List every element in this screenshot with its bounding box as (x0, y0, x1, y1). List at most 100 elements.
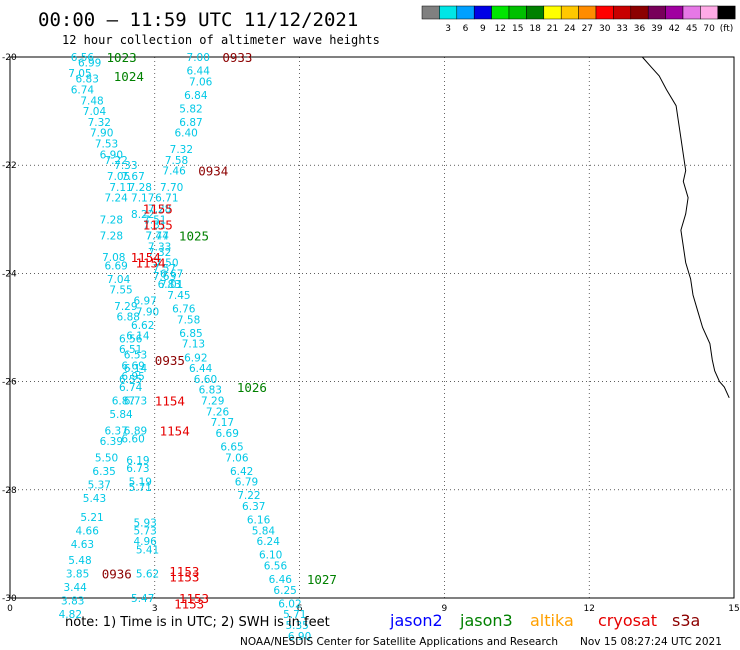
y-tick-label: -20 (2, 53, 17, 63)
swh-value: 7.90 (90, 128, 113, 140)
mission-label: s3a (672, 611, 700, 630)
time-label: 0936 (102, 567, 132, 582)
mission-legend: jason2 jason3 altika cryosat s3a (389, 611, 700, 630)
swh-value: 7.17 (211, 417, 234, 429)
legend-label: 21 (547, 24, 558, 34)
swh-value: 7.04 (83, 106, 107, 118)
legend-label: 3 (445, 24, 451, 34)
legend-label: 6 (463, 24, 469, 34)
swh-value: 4.66 (76, 525, 100, 537)
swh-value: 6.40 (174, 128, 197, 140)
legend-label: 27 (582, 24, 593, 34)
swh-value: 4.96 (133, 536, 157, 548)
swh-value: 6.87 (179, 117, 202, 129)
legend-swatch (421, 5, 440, 20)
swh-value: 6.71 (155, 193, 178, 205)
mission-label: cryosat (598, 611, 657, 630)
chart-title: 00:00 – 11:59 UTC 11/12/2021 (38, 9, 358, 31)
swh-value: 6.14 (124, 363, 148, 375)
swh-value: 7.58 (165, 155, 188, 167)
swh-value: 6.60 (121, 433, 144, 445)
swh-value: 6.19 (126, 455, 149, 467)
mission-label: altika (530, 611, 574, 630)
legend-swatch (543, 5, 562, 20)
time-label: 1025 (179, 229, 209, 244)
swh-value: 7.17 (131, 193, 154, 205)
color-legend: 3 6 9 12 15 18 21 24 27 30 33 36 39 42 45 70 (ft) (421, 5, 736, 34)
time-label: 1154 (131, 250, 161, 265)
swh-value: 5.93 (133, 517, 156, 529)
swh-value: 6.83 (199, 385, 222, 397)
x-tick-label: 0 (7, 604, 13, 614)
time-label: 1153 (169, 569, 199, 584)
swh-value: 7.63 (153, 271, 176, 283)
swh-value: 4.63 (71, 539, 94, 551)
swh-value: 6.83 (158, 279, 181, 291)
legend-swatch (595, 5, 614, 20)
swh-value: 6.83 (76, 74, 99, 86)
legend-label: 30 (599, 24, 611, 34)
swh-value: 5.35 (285, 620, 308, 632)
swh-value: 5.41 (136, 544, 159, 556)
swh-value: 6.76 (172, 304, 196, 316)
swh-value: 7.47 (146, 231, 169, 243)
legend-label: 15 (512, 24, 523, 34)
swh-value: 6.35 (92, 466, 115, 478)
swh-value: 7.01 (160, 279, 183, 291)
swh-value: 8.22 (131, 209, 154, 221)
swh-value: 7.26 (206, 406, 230, 418)
x-tick-label: 15 (728, 604, 739, 614)
swh-value: 6.87 (112, 396, 135, 408)
swh-value: 6.02 (278, 598, 301, 610)
swh-value: 6.44 (187, 66, 211, 78)
legend-swatch (560, 5, 579, 20)
time-label: 1027 (307, 572, 337, 587)
mission-label: jason3 (459, 611, 513, 630)
time-label: 1153 (169, 564, 199, 579)
swh-value: 7.22 (104, 155, 127, 167)
swh-value: 7.22 (237, 490, 260, 502)
swh-value: 6.39 (100, 436, 123, 448)
swh-value: 7.70 (160, 182, 183, 194)
swh-value: 7.05 (107, 171, 130, 183)
swh-value: 6.79 (235, 477, 258, 489)
swh-value: 7.33 (148, 241, 171, 253)
swh-value: 5.62 (136, 569, 159, 581)
legend-label: 39 (651, 24, 663, 34)
swh-value: 7.31 (143, 220, 166, 232)
swh-value: 6.85 (179, 328, 202, 340)
legend-label: 18 (529, 24, 541, 34)
swh-value: 5.21 (80, 512, 103, 524)
time-label: 1153 (174, 596, 204, 611)
swh-value: 6.56 (119, 333, 143, 345)
swh-value: 7.05 (68, 68, 91, 80)
swh-value: 6.69 (121, 360, 144, 372)
swh-value: 7.33 (114, 160, 137, 172)
swh-value: 6.25 (273, 585, 296, 597)
time-label: 1154 (160, 423, 190, 438)
x-tick-label: 9 (442, 604, 448, 614)
footer-credit: NOAA/NESDIS Center for Satellite Applica… (240, 636, 558, 648)
swh-value: 6.10 (259, 550, 282, 562)
swh-value: 7.11 (109, 182, 132, 194)
x-tick-label: 3 (152, 604, 158, 614)
swh-value: 6.51 (119, 344, 142, 356)
swh-value: 7.67 (121, 171, 144, 183)
swh-value: 6.73 (124, 396, 147, 408)
time-label: 1154 (135, 256, 165, 271)
legend-swatch (700, 5, 719, 20)
legend-label: 9 (480, 24, 486, 34)
swh-value: 6.56 (71, 52, 95, 64)
legend-swatch (526, 5, 545, 20)
x-tick-label: 6 (297, 604, 303, 614)
swh-value: 5.73 (133, 525, 156, 537)
legend-label: 36 (634, 24, 646, 34)
swh-value: 7.06 (189, 76, 213, 88)
swh-value: 5.43 (83, 493, 106, 505)
swh-value: 7.53 (95, 139, 118, 151)
swh-value: 7.29 (201, 396, 224, 408)
swh-value: 7.32 (170, 144, 193, 156)
legend-swatch (682, 5, 701, 20)
swh-value: 7.28 (100, 214, 123, 226)
swh-value: 5.19 (129, 477, 152, 489)
